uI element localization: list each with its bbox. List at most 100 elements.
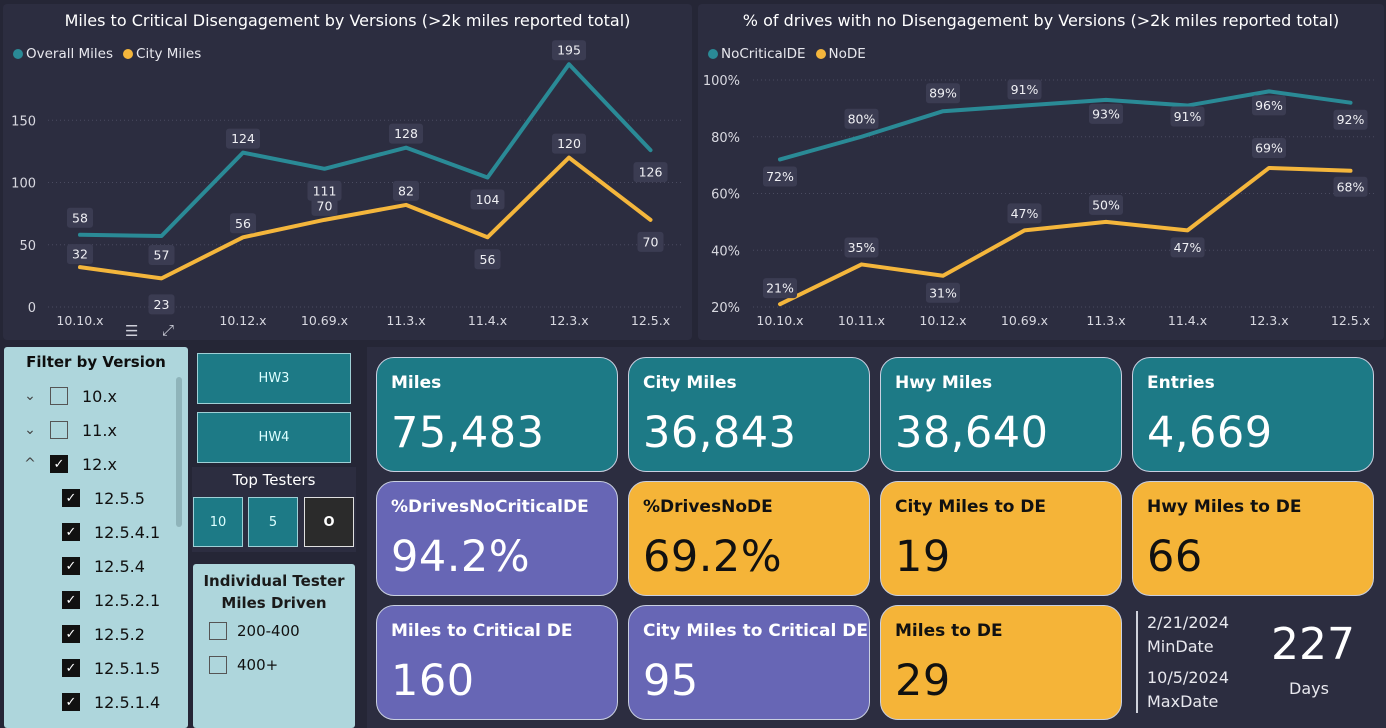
tester-option-200-400[interactable]: 200-400 — [209, 622, 300, 640]
checkbox[interactable]: ✓ — [50, 455, 68, 473]
legend-item-no-de[interactable]: NoDE — [815, 46, 866, 62]
data-label-bg — [393, 180, 419, 201]
top-o-button[interactable]: O — [304, 497, 354, 547]
filter-item[interactable]: ✓ 12.5.2.1 — [62, 587, 160, 613]
y-tick-label: 60% — [711, 188, 740, 203]
individual-tester-slicer[interactable]: Individual Tester Miles Driven 200-400 4… — [193, 564, 355, 728]
data-label-bg — [226, 128, 260, 149]
data-label-bg — [148, 294, 175, 315]
data-label-bg — [1089, 194, 1123, 215]
top-testers-title: Top Testers — [232, 471, 316, 489]
data-label-bg — [1007, 79, 1042, 100]
max-date-value: 10/5/2024 — [1147, 668, 1230, 687]
chevron-up-icon[interactable]: ^ — [24, 456, 36, 472]
data-label-bg — [633, 162, 668, 183]
miles-to-critical-de-chart[interactable]: Miles to Critical Disengagement by Versi… — [3, 4, 692, 340]
chart-legend: NoCriticalDE NoDE — [708, 46, 866, 62]
x-tick-label: 10.12.x — [919, 313, 966, 328]
data-label: 58 — [72, 210, 88, 225]
checkbox[interactable] — [209, 656, 227, 674]
checkbox[interactable]: ✓ — [62, 591, 80, 609]
filter-item[interactable]: ✓ 12.5.2 — [62, 621, 145, 647]
checkbox[interactable]: ✓ — [62, 693, 80, 711]
legend-item-no-critical-de[interactable]: NoCriticalDE — [708, 46, 806, 62]
x-tick-label: 10.69.x — [1001, 313, 1048, 328]
kpi-city-miles-to-de: City Miles to DE 19 — [880, 481, 1122, 596]
filter-item[interactable]: ⌄ 11.x — [22, 417, 117, 443]
checkbox[interactable]: ✓ — [62, 625, 80, 643]
kpi-area: Miles 75,483 City Miles 36,843 Hwy Miles… — [367, 347, 1386, 728]
data-label: 126 — [639, 165, 663, 180]
data-label: 56 — [235, 216, 251, 231]
checkbox[interactable] — [209, 622, 227, 640]
checkbox[interactable]: ✓ — [62, 523, 80, 541]
legend-item-city-miles[interactable]: City Miles — [123, 46, 201, 62]
data-label: 195 — [557, 43, 581, 58]
series-line-node[interactable] — [778, 165, 1353, 307]
filter-item[interactable]: ✓ 12.5.1.4 — [62, 689, 160, 715]
chevron-down-icon[interactable]: ⌄ — [24, 422, 36, 438]
filter-item[interactable]: ✓ 12.5.1.5 — [62, 655, 160, 681]
top-10-button[interactable]: 10 — [193, 497, 243, 547]
data-label: 104 — [476, 192, 500, 207]
focus-mode-icon[interactable]: ⤢ — [162, 321, 175, 339]
data-label-bg — [307, 180, 342, 201]
data-label-bg — [474, 249, 501, 270]
data-label-bg — [1089, 103, 1123, 124]
kpi-drives-no-critical-de: %DrivesNoCriticalDE 94.2% — [376, 481, 618, 596]
data-label-bg — [763, 166, 797, 187]
min-date-label: MinDate — [1147, 637, 1214, 656]
chevron-down-icon[interactable]: ⌄ — [24, 388, 36, 404]
legend-item-overall-miles[interactable]: Overall Miles — [13, 46, 113, 62]
filter-item[interactable]: ^ ✓ 12.x — [22, 451, 117, 477]
data-label-bg — [926, 83, 960, 104]
data-label-bg — [552, 40, 586, 61]
tester-option-400-plus[interactable]: 400+ — [209, 656, 278, 674]
series-line-city-miles[interactable] — [78, 155, 653, 281]
tester-title: Individual Tester Miles Driven — [203, 572, 345, 612]
data-label: 70 — [317, 198, 333, 213]
checkbox[interactable] — [50, 387, 68, 405]
y-tick-label: 0 — [28, 301, 36, 316]
y-tick-label: 20% — [711, 301, 740, 316]
drives-no-de-chart[interactable]: % of drives with no Disengagement by Ver… — [698, 4, 1384, 340]
series-line-overall-miles[interactable] — [78, 62, 653, 239]
data-label: 21% — [766, 281, 794, 296]
filter-item[interactable]: ✓ 12.5.5 — [62, 485, 145, 511]
x-tick-label: 11.4.x — [1168, 313, 1207, 328]
data-label-bg — [67, 207, 93, 228]
hw4-button[interactable]: HW4 — [197, 412, 351, 463]
chart-plot-left: 0 50 100 150 10.10.x 10.12.x 10.69.x 11.3.x 11.4… — [11, 40, 683, 328]
y-tick-label: 40% — [711, 244, 740, 259]
data-label: 57 — [154, 248, 170, 263]
hw3-button[interactable]: HW3 — [197, 353, 351, 404]
filter-item[interactable]: ✓ 12.5.4.1 — [62, 519, 160, 545]
chart-legend: Overall Miles City Miles — [13, 46, 201, 62]
data-label: 128 — [394, 126, 418, 141]
checkbox[interactable]: ✓ — [62, 557, 80, 575]
checkbox[interactable]: ✓ — [62, 659, 80, 677]
date-range-card: 2/21/2024 MinDate 10/5/2024 MaxDate 227 … — [1133, 611, 1386, 716]
divider — [1136, 611, 1138, 713]
filter-item[interactable]: ⌄ 10.x — [22, 383, 117, 409]
top-testers-panel: Top Testers 10 5 O — [192, 467, 356, 552]
max-date-label: MaxDate — [1147, 692, 1219, 711]
data-label: 91% — [1011, 82, 1039, 97]
data-label: 93% — [1092, 106, 1120, 121]
filter-icon[interactable]: ☰ — [125, 322, 139, 340]
kpi-hwy-miles: Hwy Miles 38,640 — [880, 357, 1122, 472]
kpi-city-miles-to-critical-de: City Miles to Critical DE 95 — [628, 605, 870, 720]
filter-item[interactable]: ✓ 12.5.4 — [62, 553, 145, 579]
filter-title: Filter by Version — [26, 353, 166, 371]
chart-title: Miles to Critical Disengagement by Versi… — [64, 11, 631, 30]
kpi-miles: Miles 75,483 — [376, 357, 618, 472]
filter-scrollbar[interactable] — [176, 377, 182, 527]
data-label-bg — [1170, 106, 1205, 127]
top-5-button[interactable]: 5 — [248, 497, 298, 547]
min-date-value: 2/21/2024 — [1147, 613, 1230, 632]
checkbox[interactable]: ✓ — [62, 489, 80, 507]
version-filter-slicer[interactable]: Filter by Version ⌄ 10.x ⌄ 11.x ^ ✓ 12.x ✓ 12.5.… — [4, 347, 188, 728]
x-tick-label: 10.10.x — [56, 313, 103, 328]
series-line-nocriticalde[interactable] — [778, 89, 1353, 162]
checkbox[interactable] — [50, 421, 68, 439]
